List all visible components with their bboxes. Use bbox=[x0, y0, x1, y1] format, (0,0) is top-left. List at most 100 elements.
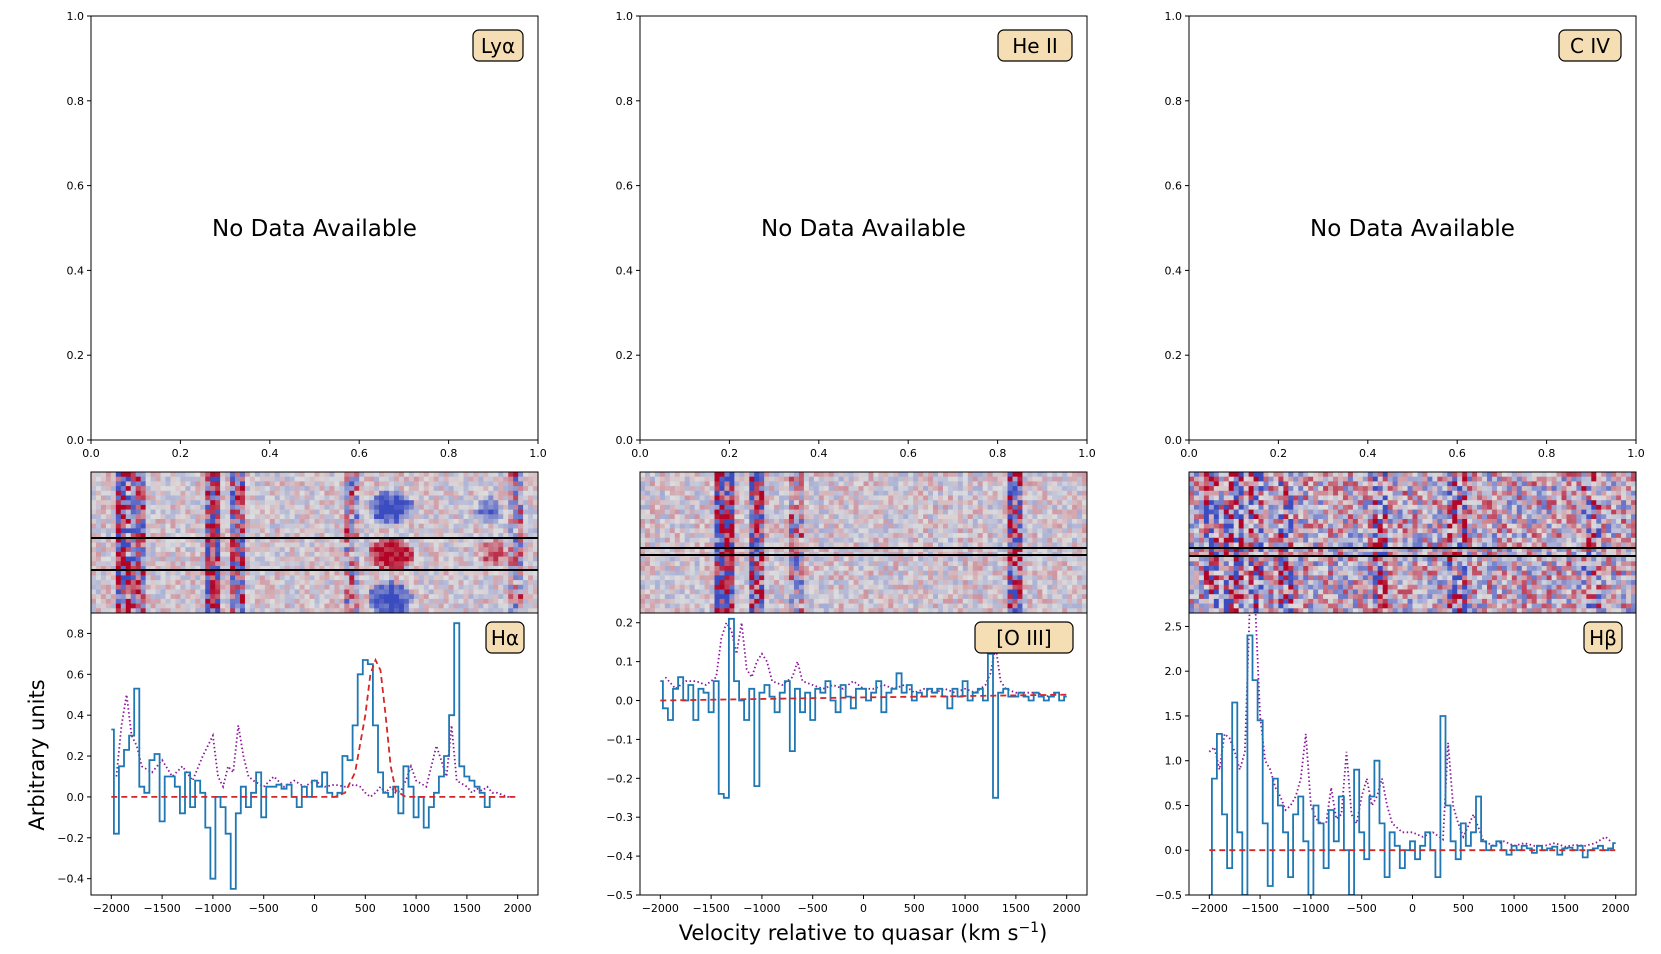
heatmap-cell bbox=[669, 486, 676, 492]
heatmap-cell bbox=[95, 514, 102, 520]
heatmap-cell bbox=[344, 570, 350, 576]
heatmap-cell bbox=[739, 584, 745, 590]
heatmap-cell bbox=[463, 570, 469, 576]
heatmap-cell bbox=[145, 561, 151, 567]
heatmap-cell bbox=[893, 537, 899, 543]
heatmap-cell bbox=[754, 523, 760, 529]
heatmap-cell bbox=[418, 547, 425, 553]
heatmap-cell bbox=[1082, 561, 1088, 567]
heatmap-cell bbox=[798, 584, 805, 590]
heatmap-cell bbox=[664, 509, 671, 515]
heatmap-cell bbox=[967, 509, 974, 515]
heatmap-cell bbox=[145, 476, 151, 482]
heatmap-cell bbox=[458, 580, 464, 586]
heatmap-cell bbox=[508, 486, 514, 492]
heatmap-cell bbox=[130, 575, 137, 581]
heatmap-cell bbox=[493, 598, 499, 604]
heatmap-cell bbox=[513, 556, 519, 562]
heatmap-cell bbox=[289, 608, 296, 614]
heatmap-cell bbox=[913, 566, 919, 572]
heatmap-cell bbox=[1057, 533, 1063, 539]
heatmap-cell bbox=[764, 486, 770, 492]
heatmap-cell bbox=[319, 504, 325, 510]
heatmap-cell bbox=[1052, 500, 1058, 506]
heatmap-cell bbox=[1002, 490, 1008, 496]
heatmap-cell bbox=[972, 481, 979, 487]
heatmap-cell bbox=[918, 566, 924, 572]
heatmap-cell bbox=[379, 608, 385, 614]
heatmap-cell bbox=[848, 547, 854, 553]
heatmap-cell bbox=[428, 570, 435, 576]
heatmap-cell bbox=[1062, 504, 1068, 510]
heatmap-cell bbox=[923, 580, 929, 586]
heatmap-cell bbox=[493, 594, 499, 600]
heatmap-cell bbox=[364, 561, 370, 567]
heatmap-cell bbox=[828, 556, 835, 562]
heatmap-cell bbox=[739, 476, 745, 482]
heatmap-cell bbox=[513, 528, 519, 534]
heatmap-cell bbox=[793, 472, 800, 478]
heatmap-cell bbox=[155, 486, 161, 492]
heatmap-cell bbox=[91, 584, 97, 590]
heatmap-cell bbox=[664, 528, 671, 534]
heatmap-cell bbox=[105, 486, 112, 492]
heatmap-cell bbox=[240, 608, 246, 614]
heatmap-cell bbox=[977, 542, 984, 548]
heatmap-cell bbox=[903, 537, 909, 543]
heatmap-cell bbox=[843, 523, 849, 529]
heatmap-cell bbox=[508, 542, 514, 548]
heatmap-cell bbox=[674, 519, 681, 525]
heatmap-cell bbox=[364, 584, 370, 590]
heatmap-cell bbox=[140, 608, 147, 614]
heatmap-cell bbox=[503, 542, 509, 548]
heatmap-cell bbox=[997, 533, 1003, 539]
heatmap-cell bbox=[1022, 556, 1028, 562]
heatmap-cell bbox=[269, 514, 276, 520]
heatmap-cell bbox=[418, 589, 425, 595]
heatmap-cell bbox=[498, 589, 504, 595]
heatmap-cell bbox=[413, 551, 420, 557]
heatmap-cell bbox=[289, 537, 296, 543]
heatmap-cell bbox=[244, 523, 251, 529]
heatmap-cell bbox=[1002, 561, 1008, 567]
x-tick-label: 0.4 bbox=[1359, 447, 1377, 460]
heatmap-cell bbox=[180, 547, 186, 553]
heatmap-cell bbox=[903, 514, 909, 520]
heatmap-cell bbox=[908, 537, 914, 543]
heatmap-cell bbox=[180, 603, 186, 609]
heatmap-cell bbox=[878, 533, 884, 539]
heatmap-cell bbox=[923, 561, 929, 567]
heatmap-cell bbox=[389, 523, 395, 529]
heatmap-cell bbox=[145, 537, 151, 543]
heatmap-cell bbox=[883, 537, 889, 543]
heatmap-cell bbox=[793, 561, 800, 567]
heatmap-cell bbox=[972, 570, 979, 576]
heatmap-cell bbox=[349, 556, 355, 562]
heatmap-cell bbox=[709, 533, 715, 539]
heatmap-cell bbox=[493, 495, 499, 501]
heatmap-cell bbox=[483, 570, 489, 576]
heatmap-cell bbox=[863, 509, 869, 515]
heatmap-cell bbox=[878, 476, 884, 482]
heatmap-cell bbox=[853, 547, 859, 553]
heatmap-cell bbox=[503, 523, 509, 529]
y-tick-label: 0.6 bbox=[67, 180, 85, 193]
heatmap-cell bbox=[210, 598, 216, 604]
heatmap-cell bbox=[254, 608, 261, 614]
heatmap-cell bbox=[135, 556, 142, 562]
heatmap-cell bbox=[264, 476, 271, 482]
heatmap-cell bbox=[254, 495, 261, 501]
heatmap-cell bbox=[458, 533, 464, 539]
heatmap-cell bbox=[654, 556, 661, 562]
heatmap-cell bbox=[1052, 575, 1058, 581]
heatmap-cell bbox=[838, 542, 845, 548]
heatmap-cell bbox=[1037, 580, 1043, 586]
heatmap-cell bbox=[458, 603, 464, 609]
heatmap-cell bbox=[418, 561, 425, 567]
heatmap-cell bbox=[274, 472, 281, 478]
heatmap-cell bbox=[1077, 561, 1083, 567]
heatmap-cell bbox=[972, 490, 979, 496]
heatmap-cell bbox=[518, 504, 524, 510]
heatmap-cell bbox=[170, 523, 176, 529]
heatmap-cell bbox=[828, 523, 835, 529]
